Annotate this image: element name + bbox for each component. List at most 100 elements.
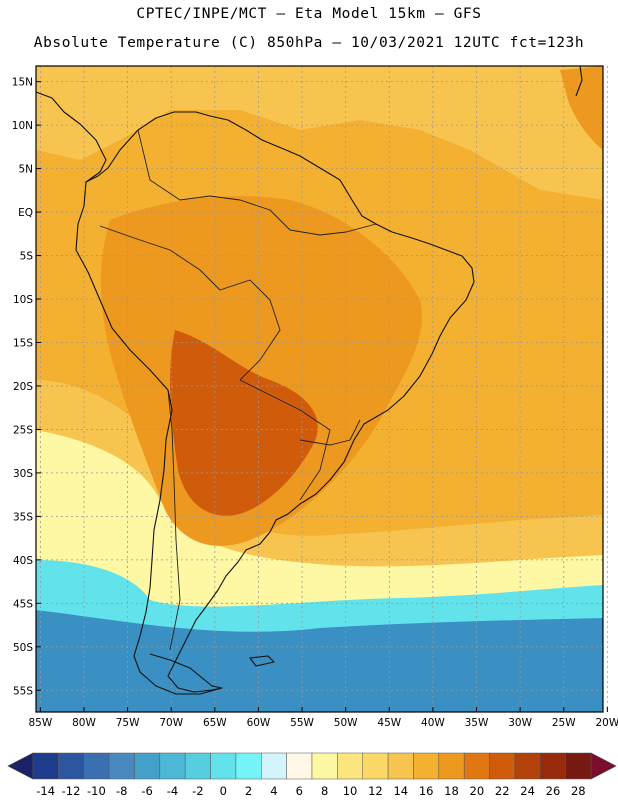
lat-label: 30S: [13, 468, 33, 480]
lat-label: 10N: [12, 120, 33, 132]
zone-warm-mid: [36, 66, 603, 200]
colorbar-label: 24: [520, 784, 535, 798]
colorbar-swatch: [83, 752, 110, 780]
colorbar-swatch: [514, 752, 541, 780]
temperature-field: [36, 66, 603, 712]
colorbar-swatch: [413, 752, 440, 780]
lat-label: 20S: [13, 381, 33, 393]
lon-label: 65W: [203, 717, 227, 729]
chart-subtitle: Absolute Temperature (C) 850hPa – 10/03/…: [33, 35, 585, 51]
lon-label: 20W: [595, 717, 618, 729]
lon-label: 60W: [247, 717, 271, 729]
colorbar-label: 10: [343, 784, 358, 798]
lat-label: 10S: [13, 294, 33, 306]
colorbar-swatch: [286, 752, 313, 780]
border-bolivia: [219, 279, 281, 381]
colorbar-arrow-low: [7, 752, 34, 780]
zone-cold-far-south: [36, 610, 603, 712]
colorbar: -14 -12 -10 -8 -6 -4 -2 0 2 4 6 8 10 12 14 16 18 20 22 24 26…: [7, 752, 617, 798]
coastline-outline: [35, 65, 583, 695]
south-america-coast: [75, 111, 475, 695]
lon-label: 55W: [290, 717, 314, 729]
border-paraguay-argentina: [239, 379, 331, 501]
colorbar-label: 18: [444, 784, 459, 798]
colorbar-swatch: [184, 752, 211, 780]
chart-title: CPTEC/INPE/MCT – Eta Model 15km – GFS: [136, 6, 482, 22]
colorbar-label: 12: [368, 784, 383, 798]
colorbar-label: 20: [470, 784, 485, 798]
colorbar-label: 28: [571, 784, 586, 798]
falkland-islands: [249, 655, 275, 667]
lon-label: 25W: [552, 717, 576, 729]
colorbar-swatch: [210, 752, 237, 780]
lon-label: 45W: [377, 717, 401, 729]
country-borders: [99, 129, 377, 651]
colorbar-label: -10: [87, 784, 106, 798]
zone-very-hot-core: [169, 330, 318, 516]
colorbar-label: 14: [393, 784, 408, 798]
colorbar-label: 16: [419, 784, 434, 798]
tierra-del-fuego-coast: [149, 653, 223, 689]
latitude-labels: 15N 10N 5N EQ 5S 10S 15S 20S 25S 30S 35S 40S 45S 50S 5…: [12, 77, 41, 697]
lat-label: 40S: [13, 555, 33, 567]
lat-label: 15N: [12, 77, 33, 89]
colorbar-swatch: [362, 752, 389, 780]
colorbar-label: 26: [546, 784, 561, 798]
lon-label: 75W: [116, 717, 140, 729]
colorbar-swatch: [311, 752, 338, 780]
lat-label: 50S: [13, 642, 33, 654]
colorbar-swatch: [540, 752, 566, 780]
border-chile-argentina: [167, 389, 181, 651]
lon-label: 35W: [465, 717, 489, 729]
lon-label: 80W: [72, 717, 96, 729]
central-america-coast: [35, 91, 107, 183]
border-venezuela-colombia: [137, 129, 291, 231]
lat-label: 35S: [13, 511, 33, 523]
colorbar-label: 8: [321, 784, 328, 798]
border-ecuador-peru: [99, 225, 221, 291]
map-frame: [35, 65, 604, 713]
colorbar-swatch: [438, 752, 465, 780]
lon-label: 70W: [159, 717, 183, 729]
colorbar-arrow-high: [590, 752, 617, 780]
colorbar-swatch: [32, 752, 59, 780]
longitude-labels: 85W 80W 75W 70W 65W 60W 55W 50W 45W 40W 35W 30W 25W 2…: [28, 707, 618, 729]
lon-label: 85W: [28, 717, 52, 729]
colorbar-swatch: [337, 752, 363, 780]
border-guianas: [289, 223, 377, 236]
colorbar-label: 22: [495, 784, 510, 798]
colorbar-swatch: [159, 752, 186, 780]
lon-label: 30W: [508, 717, 532, 729]
colorbar-swatch: [261, 752, 287, 780]
colorbar-label: -12: [62, 784, 81, 798]
border-brazil-south: [299, 419, 361, 446]
colorbar-label: 0: [220, 784, 227, 798]
colorbar-label: -8: [116, 784, 127, 798]
lat-label: 5S: [20, 251, 34, 263]
colorbar-label: 6: [296, 784, 303, 798]
colorbar-label: -6: [141, 784, 152, 798]
colorbar-label: -14: [36, 784, 55, 798]
colorbar-swatch: [58, 752, 84, 780]
lat-label: 15S: [13, 337, 33, 349]
colorbar-swatch: [387, 752, 414, 780]
lon-label: 40W: [421, 717, 445, 729]
zone-hot-interior: [560, 66, 603, 150]
west-africa-coast: [575, 65, 583, 97]
colorbar-label: 2: [245, 784, 252, 798]
colorbar-swatch: [134, 752, 161, 780]
colorbar-swatch: [565, 752, 592, 780]
colorbar-swatch: [235, 752, 262, 780]
lat-label: 45S: [13, 598, 33, 610]
lat-label: 5N: [18, 164, 33, 176]
colorbar-label: -2: [192, 784, 203, 798]
colorbar-swatch: [489, 752, 516, 780]
lon-label: 50W: [334, 717, 358, 729]
lat-label: 25S: [13, 424, 33, 436]
colorbar-label: 4: [270, 784, 277, 798]
colorbar-swatch: [463, 752, 490, 780]
lat-label: EQ: [18, 207, 33, 219]
zone-hot-interior: [352, 299, 413, 361]
lat-label: 55S: [13, 685, 33, 697]
